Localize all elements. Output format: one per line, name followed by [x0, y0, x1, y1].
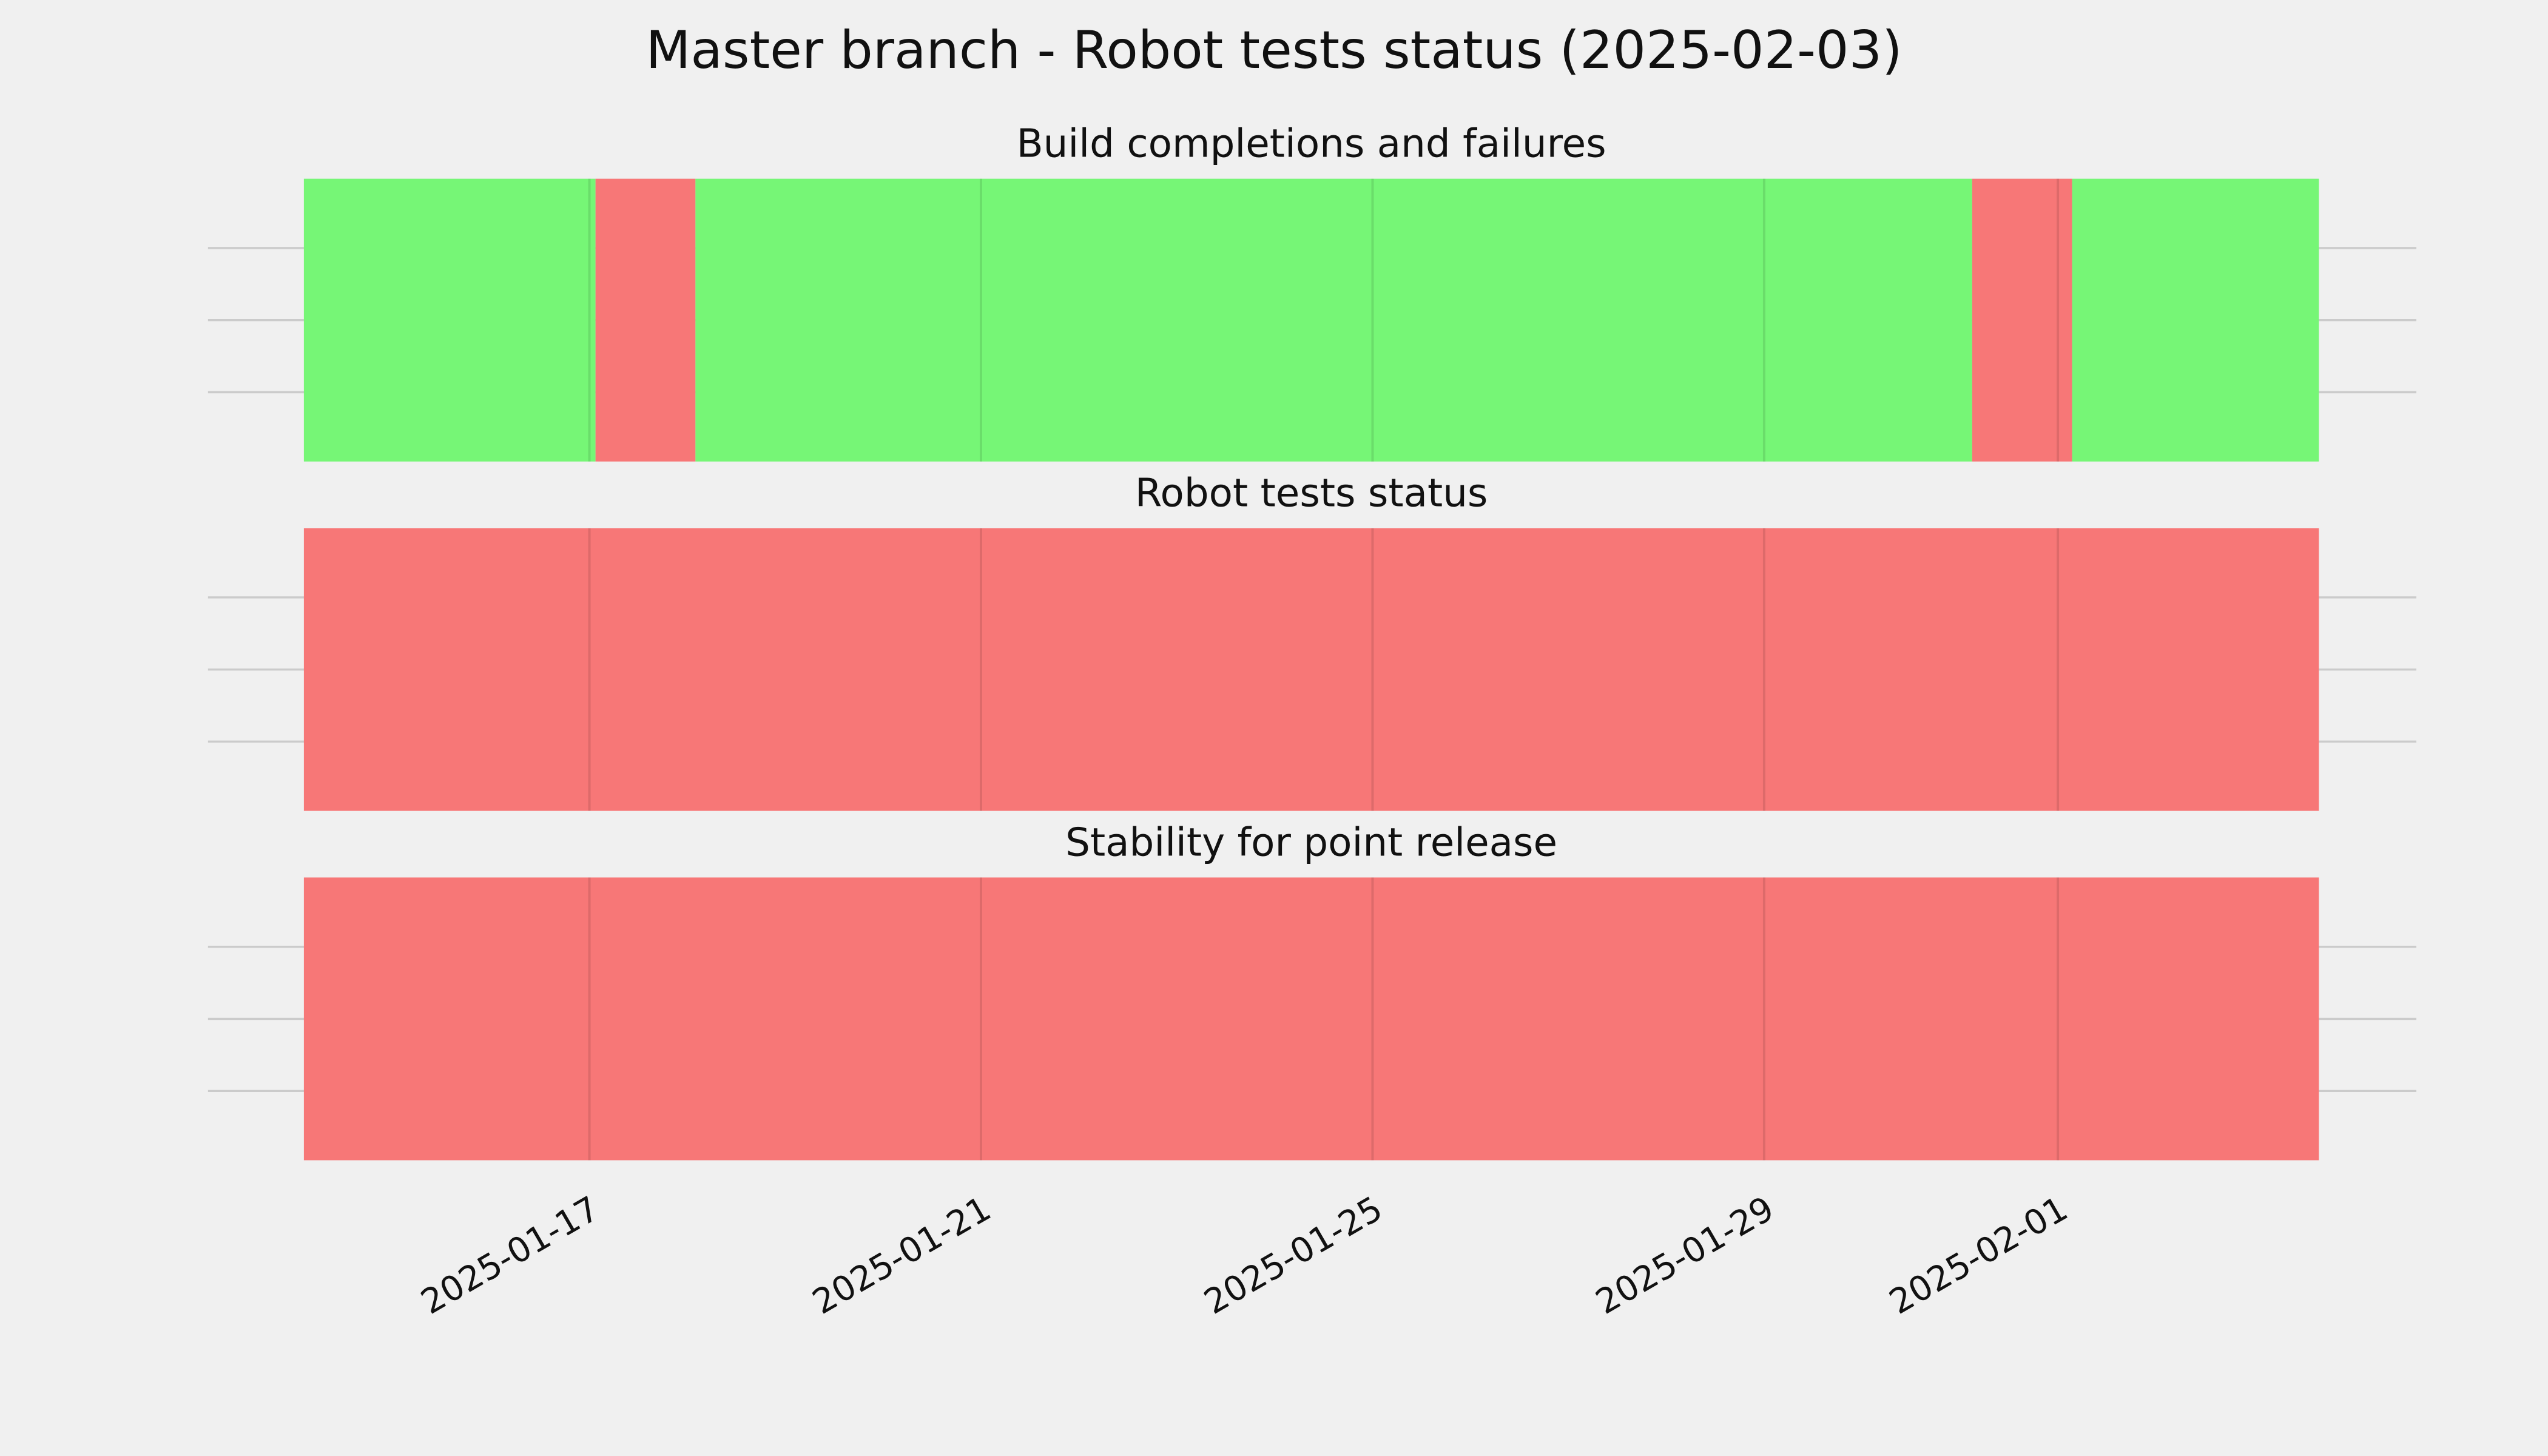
status-span — [2072, 178, 2319, 462]
status-span — [303, 877, 2319, 1161]
status-span — [1972, 178, 2072, 462]
status-span — [303, 528, 2319, 811]
panel-title: Stability for point release — [1065, 820, 1557, 865]
status-span — [595, 178, 696, 462]
chart-title: Master branch - Robot tests status (2025… — [645, 20, 1902, 81]
panel-title: Build completions and failures — [1017, 121, 1606, 167]
panel-title: Robot tests status — [1135, 471, 1488, 516]
status-span — [303, 178, 596, 462]
status-span — [695, 178, 1972, 462]
